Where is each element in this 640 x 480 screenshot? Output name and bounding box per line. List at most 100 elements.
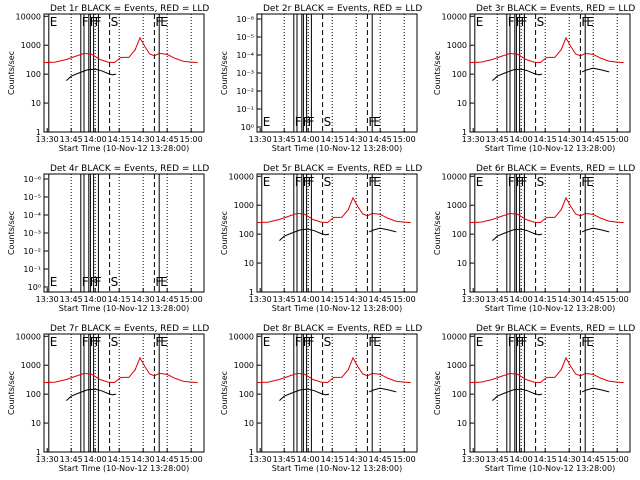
lld-series-line — [469, 36, 624, 64]
x-tick-label: 14:30 — [132, 295, 155, 304]
y-tick-label: 1 — [36, 448, 41, 457]
y-tick-label: 10000 — [229, 172, 254, 181]
y-tick-label: 10⁻¹ — [23, 265, 41, 274]
y-tick-label: 10⁻³ — [236, 69, 254, 78]
annotation-label: S — [111, 275, 119, 289]
annotation-label: E — [263, 115, 271, 129]
x-tick-label: 13:30 — [462, 455, 485, 464]
detector-panel-8: Det 8r BLACK = Events, RED = LLDEFFFSFE1… — [220, 324, 422, 473]
x-tick-label: 15:00 — [180, 455, 203, 464]
annotation-label: F — [508, 175, 515, 189]
x-tick-label: 14:00 — [84, 135, 107, 144]
x-tick-label: 15:00 — [393, 135, 416, 144]
x-tick-label: 14:45 — [156, 135, 179, 144]
x-tick-label: 14:00 — [297, 295, 320, 304]
x-axis-label: Start Time (10-Nov-12 13:28:00) — [59, 144, 189, 153]
y-axis-label: Counts/sec — [433, 211, 442, 255]
y-tick-label: 10 — [457, 259, 467, 268]
x-tick-label: 13:45 — [486, 295, 509, 304]
annotation-label: E — [263, 175, 271, 189]
x-axis-label: Start Time (10-Nov-12 13:28:00) — [59, 304, 189, 313]
annotation-label: F — [82, 335, 89, 349]
y-axis-label: Counts/sec — [433, 371, 442, 415]
annotation-label: E — [160, 275, 168, 289]
events-series-line — [279, 388, 330, 401]
plot-frame — [256, 333, 418, 453]
x-tick-label: 13:30 — [36, 455, 59, 464]
annotation-label: S — [111, 335, 119, 349]
x-tick-label: 14:15 — [534, 455, 557, 464]
x-tick-label: 13:30 — [249, 455, 272, 464]
y-tick-label: 100 — [26, 390, 41, 399]
annotation-label: E — [373, 335, 381, 349]
y-tick-label: 1 — [462, 128, 467, 137]
annotation-label: S — [537, 175, 545, 189]
annotation-label: E — [373, 115, 381, 129]
x-tick-label: 14:15 — [321, 135, 344, 144]
y-axis-label: Counts/sec — [433, 51, 442, 95]
x-axis-label: Start Time (10-Nov-12 13:28:00) — [272, 144, 402, 153]
events-series-line — [492, 228, 543, 241]
annotation-label: E — [263, 335, 271, 349]
y-tick-label: 1 — [249, 448, 254, 457]
y-tick-label: 10⁻⁶ — [23, 175, 41, 184]
x-tick-label: 14:00 — [510, 295, 533, 304]
panel-title: Det 6r BLACK = Events, RED = LLD — [476, 164, 635, 174]
y-tick-label: 1 — [462, 288, 467, 297]
plot-frame — [43, 333, 205, 453]
y-tick-label: 1000 — [234, 361, 254, 370]
x-tick-label: 14:45 — [369, 455, 392, 464]
y-tick-label: 10⁻¹ — [236, 105, 254, 114]
x-tick-label: 15:00 — [393, 295, 416, 304]
events-series-line — [279, 228, 330, 241]
y-tick-label: 1000 — [234, 201, 254, 210]
detector-panel-3: Det 3r BLACK = Events, RED = LLDEFFFSFE1… — [433, 4, 635, 153]
y-tick-label: 10⁻⁵ — [23, 193, 41, 202]
annotation-label: S — [324, 335, 332, 349]
panel-title: Det 9r BLACK = Events, RED = LLD — [476, 324, 635, 334]
x-tick-label: 13:45 — [60, 135, 83, 144]
x-tick-label: 13:30 — [249, 295, 272, 304]
x-tick-label: 15:00 — [393, 455, 416, 464]
y-tick-label: 10 — [244, 259, 254, 268]
x-tick-label: 14:00 — [510, 455, 533, 464]
x-tick-label: 14:15 — [108, 135, 131, 144]
plot-frame — [256, 13, 418, 133]
y-axis-label: Counts/sec — [7, 51, 16, 95]
panel-title: Det 3r BLACK = Events, RED = LLD — [476, 4, 635, 14]
events-series-line — [368, 227, 397, 233]
x-tick-label: 14:45 — [156, 455, 179, 464]
x-tick-label: 14:15 — [108, 455, 131, 464]
x-tick-label: 14:00 — [297, 455, 320, 464]
x-tick-label: 14:45 — [582, 135, 605, 144]
panel-title: Det 8r BLACK = Events, RED = LLD — [263, 324, 422, 334]
x-tick-label: 14:30 — [558, 135, 581, 144]
events-series-line — [66, 388, 117, 401]
y-tick-label: 10⁻² — [23, 247, 41, 256]
events-series-line — [492, 388, 543, 401]
annotation-label: E — [586, 175, 594, 189]
x-axis-label: Start Time (10-Nov-12 13:28:00) — [272, 304, 402, 313]
events-series-line — [581, 67, 610, 73]
lld-series-line — [256, 356, 411, 384]
panel-title: Det 2r BLACK = Events, RED = LLD — [263, 4, 422, 14]
x-tick-label: 14:15 — [108, 295, 131, 304]
x-axis-label: Start Time (10-Nov-12 13:28:00) — [59, 464, 189, 473]
y-tick-label: 1 — [36, 128, 41, 137]
detector-panel-5: Det 5r BLACK = Events, RED = LLDEFFFSFE1… — [220, 164, 422, 313]
x-tick-label: 15:00 — [606, 295, 629, 304]
y-tick-label: 10⁻³ — [23, 229, 41, 238]
annotation-label: F — [295, 335, 302, 349]
annotation-label: E — [476, 15, 484, 29]
x-tick-label: 14:30 — [132, 455, 155, 464]
x-tick-label: 15:00 — [180, 295, 203, 304]
y-tick-label: 1000 — [447, 41, 467, 50]
x-tick-label: 14:30 — [558, 295, 581, 304]
y-axis-label: Counts/sec — [7, 371, 16, 415]
y-axis-label: Counts/sec — [7, 211, 16, 255]
y-tick-label: 10000 — [16, 332, 41, 341]
x-axis-label: Start Time (10-Nov-12 13:28:00) — [485, 144, 615, 153]
y-tick-label: 1000 — [21, 361, 41, 370]
annotation-label: F — [82, 275, 89, 289]
x-tick-label: 13:30 — [36, 135, 59, 144]
